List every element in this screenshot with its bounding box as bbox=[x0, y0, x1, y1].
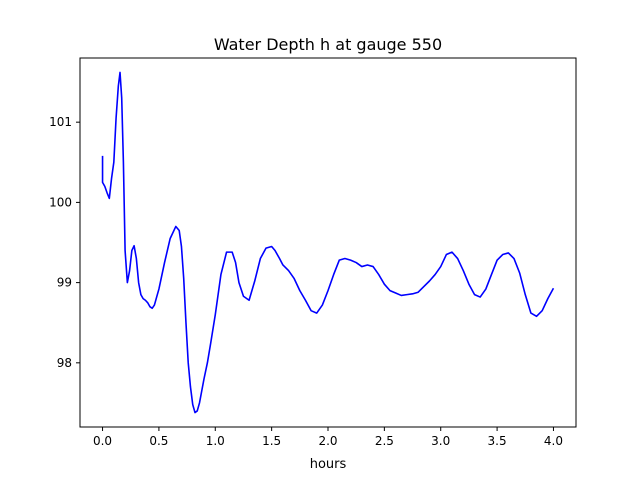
y-tick-label: 100 bbox=[49, 195, 72, 209]
x-tick-label: 2.0 bbox=[318, 434, 337, 448]
x-tick-label: 3.5 bbox=[488, 434, 507, 448]
y-tick-label: 98 bbox=[57, 356, 72, 370]
x-tick-label: 0.5 bbox=[149, 434, 168, 448]
x-tick-label: 3.0 bbox=[431, 434, 450, 448]
x-tick-label: 0.0 bbox=[93, 434, 112, 448]
x-tick-label: 4.0 bbox=[544, 434, 563, 448]
x-tick-label: 1.0 bbox=[206, 434, 225, 448]
y-tick-label: 101 bbox=[49, 115, 72, 129]
series-line-0 bbox=[101, 71, 555, 414]
y-tick-label: 99 bbox=[57, 276, 72, 290]
plot-area: 0.0 0.5 1.0 1.5 2.0 2.5 3.0 3.5 4.0 98 99 100 101 bbox=[49, 57, 577, 448]
x-tick-label: 1.5 bbox=[262, 434, 281, 448]
x-tick-label: 2.5 bbox=[375, 434, 394, 448]
chart-title: Water Depth h at gauge 550 bbox=[214, 35, 442, 54]
x-axis-label: hours bbox=[310, 457, 347, 472]
